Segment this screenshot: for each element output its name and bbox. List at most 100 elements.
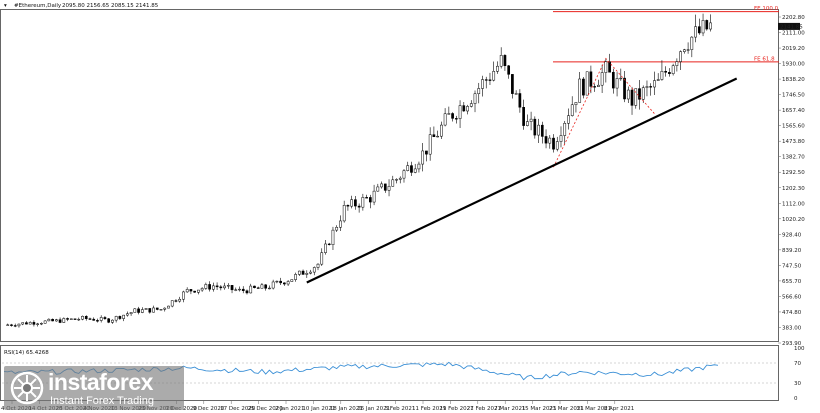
candle-bull [197,289,200,293]
candle-bear [283,282,286,285]
chart-header-symbol: #Ethereum,Daily [14,3,62,9]
candle-bull [335,227,339,231]
candle-bull [234,289,238,291]
candle-bull [477,88,481,95]
candle-bear [451,113,454,119]
candle-bull [574,102,578,106]
candle-bear [354,199,357,207]
candle-bear [552,137,555,150]
candle-bear [410,165,413,173]
candle-bull [6,324,10,326]
price-axis: 2202.80 2111.00 2019.20 1930.00 1838.20 1746.… [778,15,805,347]
price-tick-label: 2019.20 [782,46,805,52]
time-tick-label: 18 Jan 2021 [330,406,363,412]
candle-bull [170,300,174,307]
candle-bear [608,61,611,73]
candle-bull [223,285,226,289]
candle-bear [253,285,256,288]
candle-bull [555,141,559,150]
candle-bear [32,322,36,325]
candle-bull [238,288,241,291]
price-tick-label: 1292.50 [782,170,805,176]
fib-label-mid: FE 61.8 [754,56,775,62]
candle-bull [62,318,66,323]
candle-bull [694,26,697,38]
candle-bull [563,122,567,136]
time-tick-label: 10 Jan 2021 [302,406,335,412]
candle-bear [215,285,219,288]
candle-bull [342,205,346,222]
candle-bull [634,88,638,106]
candle-bear [357,205,361,208]
candle-bear [107,318,111,323]
price-tick-label: 1112.00 [782,201,805,207]
candle-bull [417,163,421,170]
candle-bear [697,26,701,34]
candle-bear [503,55,507,66]
price-tick-label: 1746.50 [782,93,805,99]
candle-bear [245,290,249,294]
time-tick-label: 31 Mar 2021 [576,406,611,412]
candle-bear [593,86,596,88]
candle-bull [129,312,133,315]
candle-bull [597,84,600,87]
candle-bull [111,319,114,323]
candle-bull [679,51,682,62]
time-tick-label: 26 Jan 2021 [357,406,390,412]
candle-bear [623,77,626,100]
candle-bull [286,281,290,285]
candle-bull [159,309,163,311]
watermark-brand: instaforex [48,369,153,395]
candle-bear [346,205,350,207]
candle-bull [21,322,25,325]
rsi-label: RSI(14) 65.4268 [4,350,49,356]
collapse-arrow-icon[interactable]: ▾ [4,3,7,9]
candle-bull [140,309,144,313]
candle-bull [709,22,712,30]
candle-bear [425,150,428,155]
candle-bull [316,263,320,268]
watermark-tagline: Instant Forex Trading [50,395,154,407]
candle-bull [406,165,410,171]
candle-bear [241,288,245,292]
rsi-axis: 100 70 30 0 [794,346,805,402]
candle-bull [54,319,58,322]
candle-bull [376,186,380,192]
candle-bull [391,179,395,187]
price-tick-label: 1838.20 [782,77,805,83]
candle-bull [312,267,316,273]
candle-bear [511,74,514,94]
candle-bull [570,104,574,116]
candle-bull [36,323,39,325]
candle-bull [294,274,297,280]
candle-bull [182,291,185,300]
candle-bull [271,281,275,289]
candle-bull [324,243,327,253]
candle-bear [118,316,122,319]
price-tick-label: 383.00 [782,325,802,331]
price-tick-label: 2111.00 [782,31,805,37]
support-trendline[interactable] [306,77,738,284]
candle-bear [174,300,178,302]
candle-bull [469,103,473,107]
time-axis-strip [0,401,779,413]
candle-bull [320,252,324,265]
candle-bull [387,186,391,191]
candle-bear [96,320,99,322]
candle-bear [638,88,641,100]
price-tick-label: 2202.80 [782,15,805,21]
price-tick-label: 839.20 [782,248,802,254]
main-plot-frame [0,9,779,342]
rsi-tick-label: 30 [794,381,801,387]
time-tick-label: 9 Dec 2020 [193,406,225,412]
candle-bull [578,78,582,103]
candle-bear [301,270,305,275]
retracement-path[interactable] [553,57,655,168]
candle-bull [40,323,43,325]
candle-bull [133,308,137,313]
instaforex-watermark: instaforex Instant Forex Trading [4,366,184,410]
candle-bear [540,124,544,137]
price-tick-label: 1565.60 [782,124,805,130]
candle-bear [256,287,260,289]
